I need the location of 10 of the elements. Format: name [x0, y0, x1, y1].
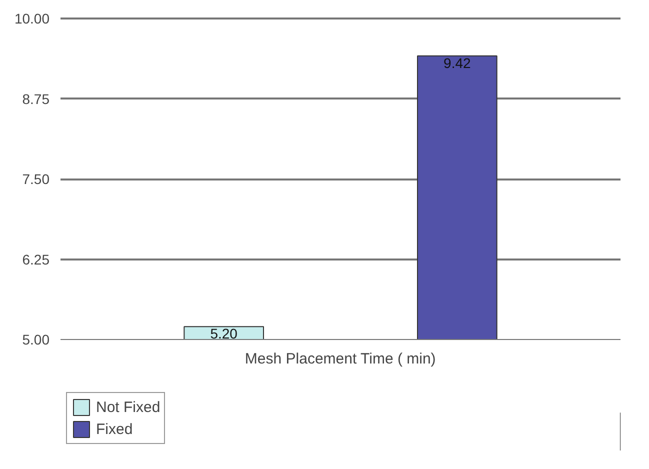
data-label: 9.42 [444, 54, 472, 71]
legend-label: Fixed [96, 420, 133, 438]
x-tick-label: Mesh Placement Time ( min) [244, 350, 436, 368]
y-tick-label: 10.00 [14, 10, 50, 27]
legend-label: Not Fixed [96, 398, 160, 416]
y-tick-label: 8.75 [22, 90, 50, 107]
y-tick-label: 5.00 [22, 332, 50, 348]
data-label: 5.20 [210, 326, 238, 342]
y-tick-label: 6.25 [22, 251, 50, 268]
y-tick-label: 7.50 [22, 171, 50, 188]
